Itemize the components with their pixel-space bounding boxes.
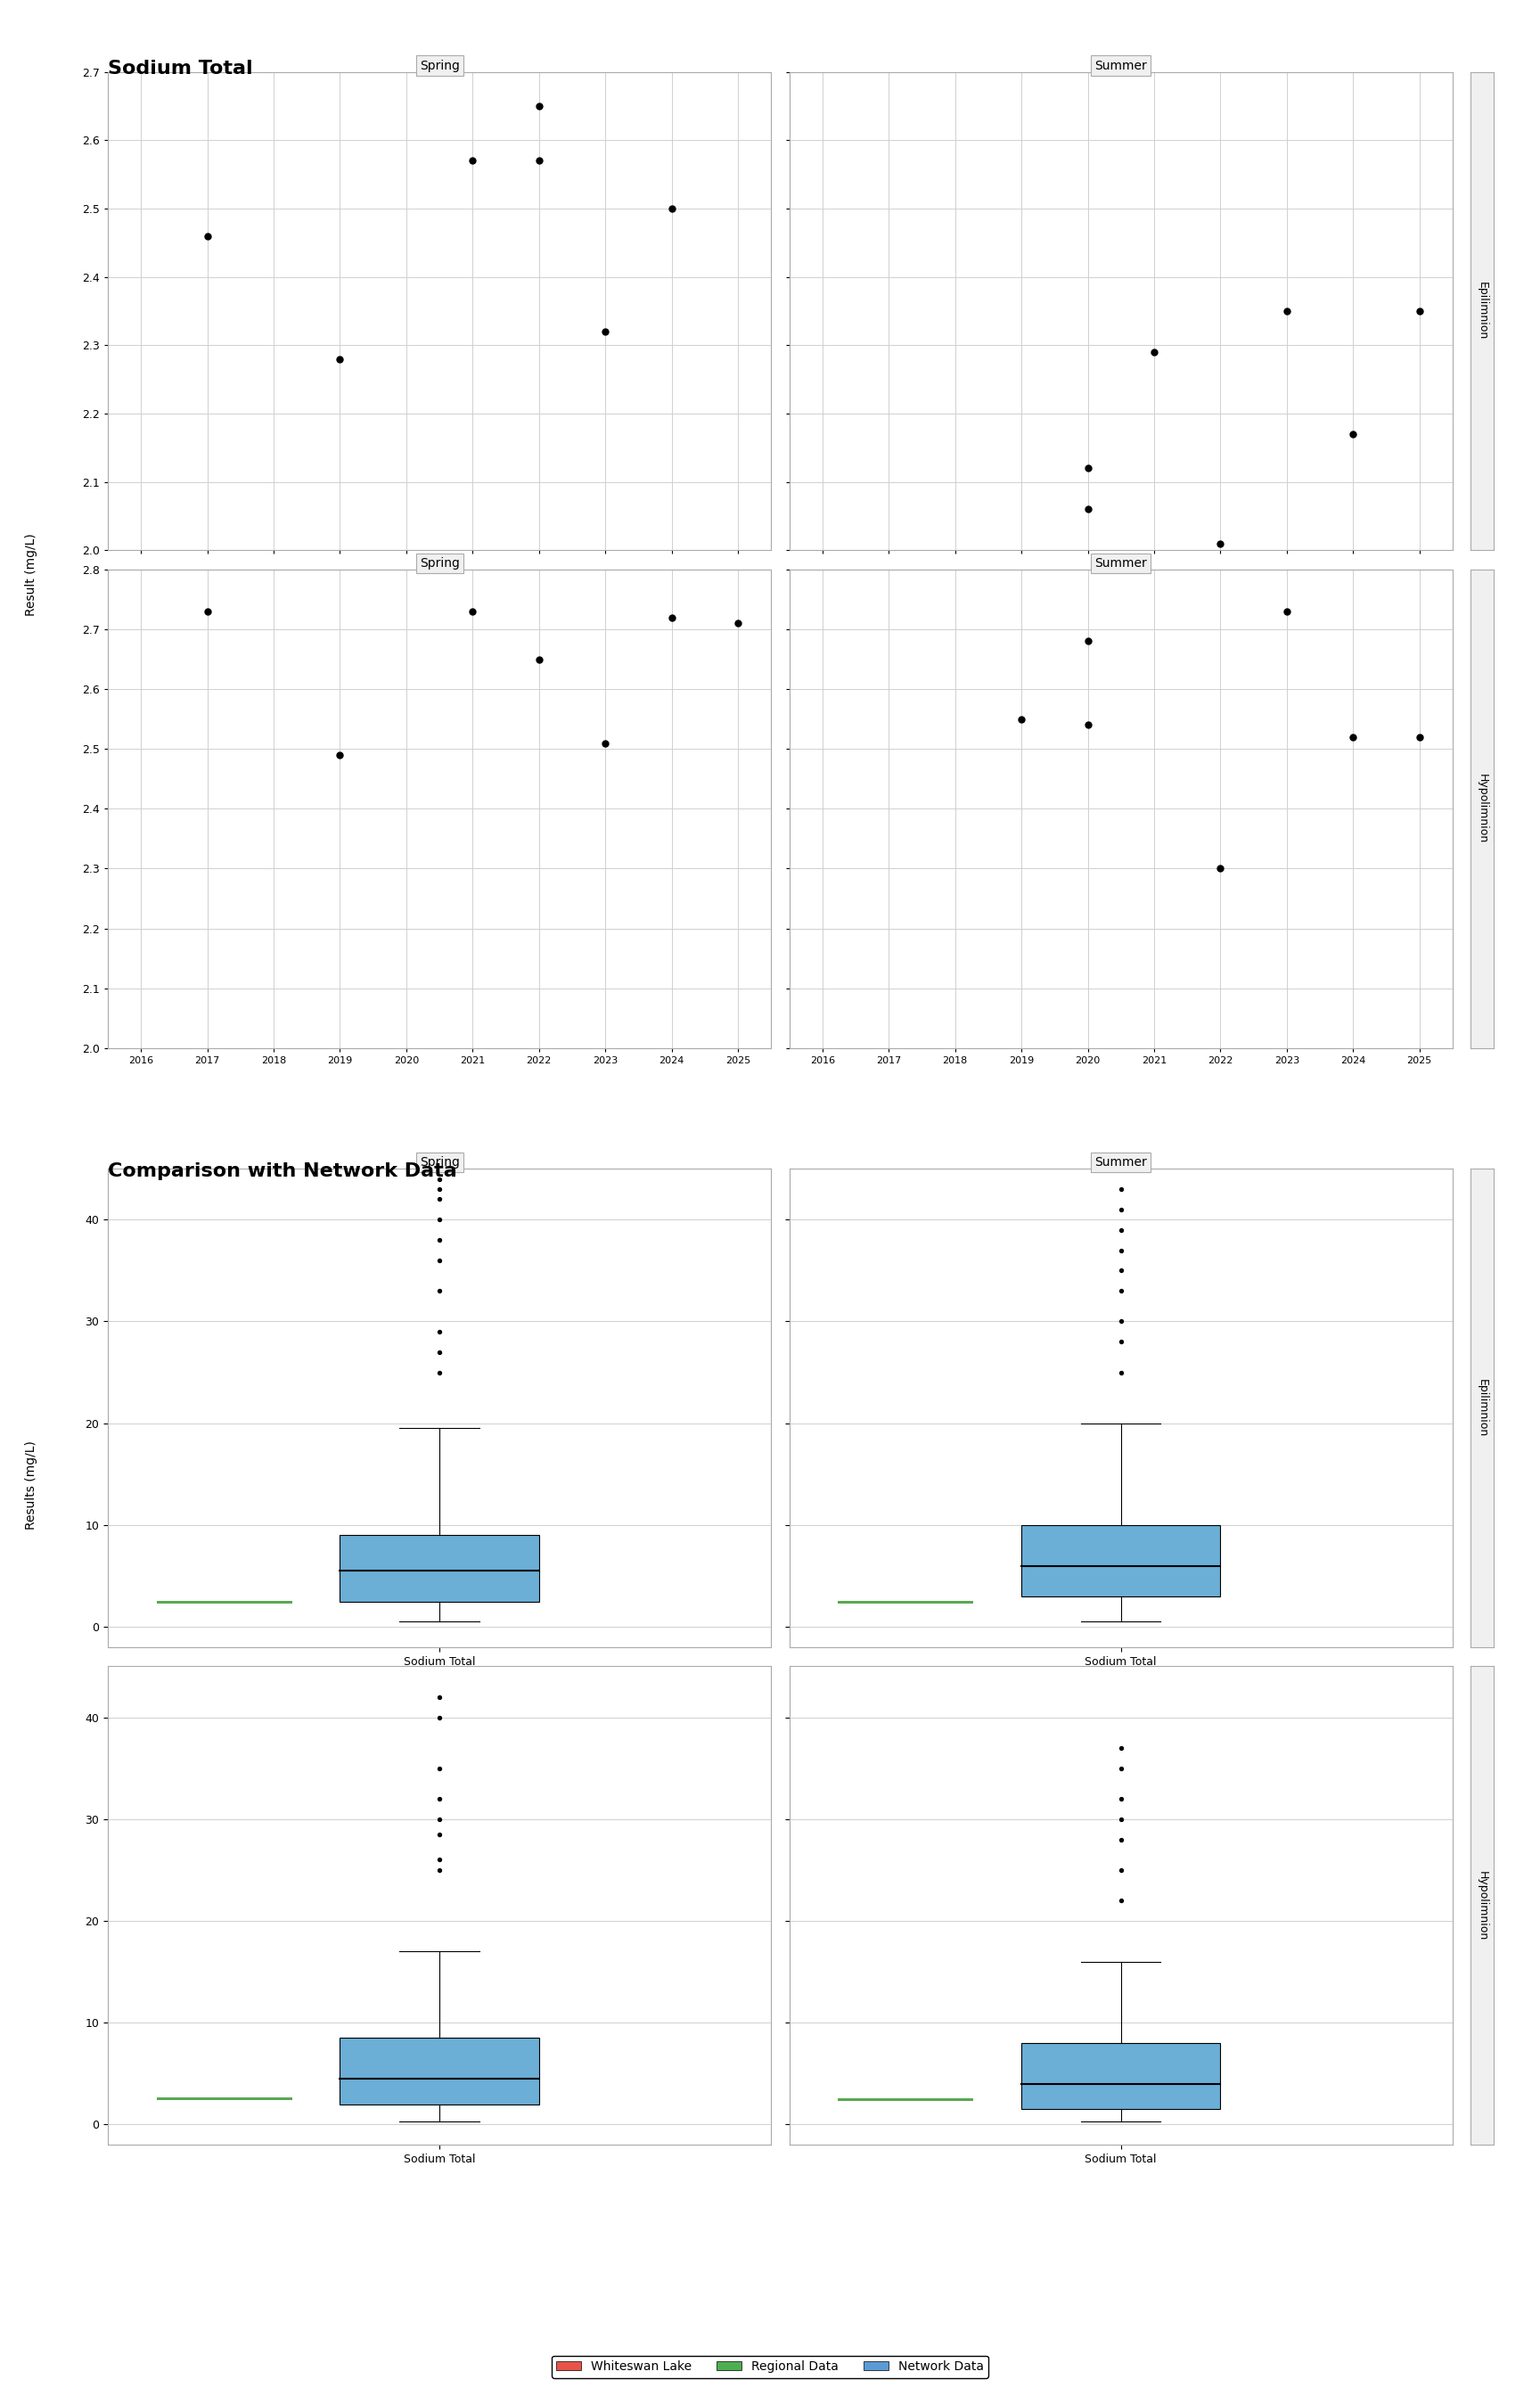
Point [527, 640, 551, 678]
Bar [1021, 2044, 1220, 2108]
Point [427, 1222, 451, 1260]
Point [427, 1677, 451, 1716]
Point [1075, 448, 1100, 486]
Point [427, 1816, 451, 1855]
Text: Hypolimnion: Hypolimnion [1477, 774, 1488, 843]
Legend: Whiteswan Lake, Regional Data, Network Data: Whiteswan Lake, Regional Data, Network D… [551, 2355, 989, 2377]
Point [1207, 851, 1232, 889]
Point [1109, 1232, 1133, 1270]
Point [427, 1799, 451, 1838]
Bar [340, 1536, 539, 1601]
Point [1109, 1210, 1133, 1248]
Title: Spring: Spring [419, 556, 459, 570]
Bar [340, 2039, 539, 2104]
Point [1109, 1728, 1133, 1766]
Point [1109, 1303, 1133, 1342]
Point [593, 724, 618, 762]
Point [527, 86, 551, 125]
Text: Epilimnion: Epilimnion [1477, 283, 1488, 340]
Point [1109, 1191, 1133, 1229]
Point [659, 189, 684, 228]
Point [427, 1200, 451, 1239]
Point [1408, 719, 1432, 757]
Text: Hypolimnion: Hypolimnion [1477, 1871, 1488, 1941]
Point [427, 1749, 451, 1787]
Point [725, 604, 750, 642]
Point [427, 1272, 451, 1311]
Title: Summer: Summer [1095, 1157, 1147, 1169]
Point [427, 1169, 451, 1208]
Point [427, 1332, 451, 1371]
Point [328, 736, 353, 774]
Point [427, 1840, 451, 1878]
Point [1075, 491, 1100, 530]
Point [427, 1181, 451, 1220]
Point [1109, 1272, 1133, 1311]
Text: Results (mg/L): Results (mg/L) [25, 1440, 37, 1531]
Point [1109, 1749, 1133, 1787]
Point [460, 141, 485, 180]
Point [427, 1160, 451, 1198]
Text: Comparison with Network Data: Comparison with Network Data [108, 1162, 457, 1179]
Title: Spring: Spring [419, 1157, 459, 1169]
Point [1109, 1881, 1133, 1919]
Point [1009, 700, 1033, 738]
Title: Spring: Spring [419, 60, 459, 72]
Text: Epilimnion: Epilimnion [1477, 1378, 1488, 1438]
Text: Result (mg/L): Result (mg/L) [25, 534, 37, 616]
Point [1075, 707, 1100, 745]
Point [460, 592, 485, 630]
Point [427, 1354, 451, 1392]
Point [1109, 1251, 1133, 1289]
Point [196, 592, 220, 630]
Text: Sodium Total: Sodium Total [108, 60, 253, 77]
Point [1109, 1169, 1133, 1208]
Point [1109, 1354, 1133, 1392]
Bar [1021, 1526, 1220, 1596]
Point [1109, 1821, 1133, 1859]
Point [1075, 623, 1100, 661]
Point [427, 1699, 451, 1737]
Point [1109, 1850, 1133, 1888]
Point [1341, 415, 1366, 453]
Point [427, 1313, 451, 1351]
Point [1275, 592, 1300, 630]
Point [427, 1850, 451, 1888]
Point [1408, 292, 1432, 331]
Point [1207, 525, 1232, 563]
Point [1341, 719, 1366, 757]
Point [1109, 1799, 1133, 1838]
Point [1275, 292, 1300, 331]
Point [527, 141, 551, 180]
Point [196, 216, 220, 254]
Point [1109, 1780, 1133, 1819]
Point [659, 599, 684, 637]
Point [1109, 1323, 1133, 1361]
Point [593, 311, 618, 350]
Point [328, 340, 353, 379]
Point [1141, 333, 1166, 371]
Title: Summer: Summer [1095, 60, 1147, 72]
Point [427, 1241, 451, 1279]
Title: Summer: Summer [1095, 556, 1147, 570]
Point [427, 1780, 451, 1819]
